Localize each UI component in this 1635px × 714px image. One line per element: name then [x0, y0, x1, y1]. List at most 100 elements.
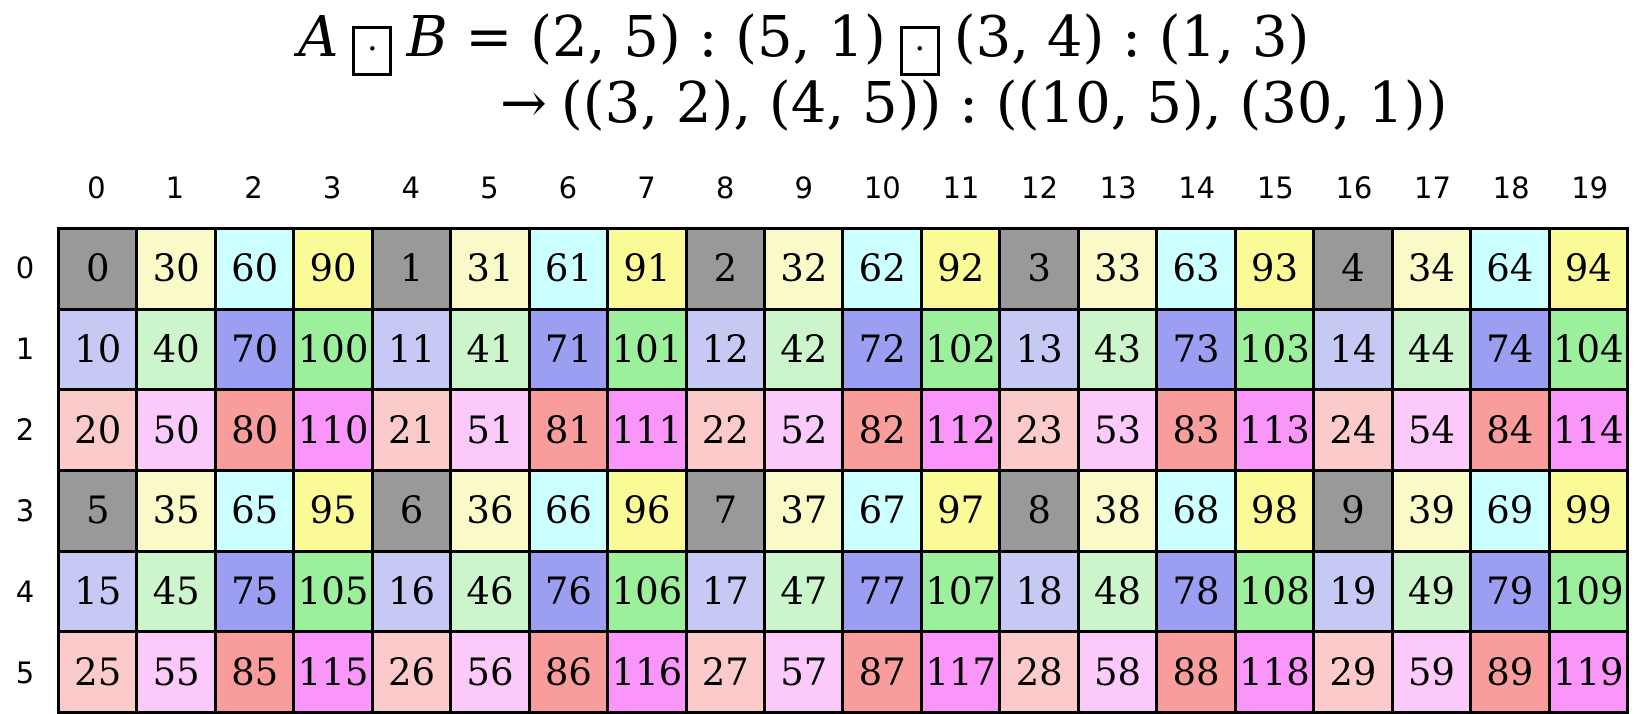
grid-cell-r0-c7: 91: [609, 230, 685, 308]
grid-cell-r4-c15: 108: [1236, 552, 1313, 631]
grid-cell-r2-c8: 22: [687, 391, 764, 469]
grid-cell-r4-c14: 78: [1158, 552, 1234, 631]
column-headers: 0 1 2 3 4 5 6 7 8 9 10 11 12 13 14 15 16 17 18 19: [57, 168, 1629, 208]
grid-cell-r3-c8: 7: [687, 471, 764, 550]
grid-cell-r3-c9: 37: [766, 471, 842, 550]
column-header-15: 15: [1256, 171, 1294, 205]
dot-glyph: ·: [367, 29, 378, 69]
grid-cell-r0-c15: 93: [1236, 230, 1313, 308]
grid-cell-r5-c16: 29: [1315, 633, 1391, 711]
grid-cell-r2-c12: 23: [1001, 391, 1077, 469]
grid-cell-r1-c10: 72: [844, 310, 920, 389]
grid-cell-r4-c12: 18: [1001, 552, 1077, 631]
column-header-17: 17: [1414, 171, 1451, 205]
grid-cell-r2-c6: 81: [530, 391, 607, 469]
grid-cell-r4-c1: 45: [138, 552, 214, 631]
grid-cell-r1-c5: 41: [452, 310, 528, 389]
grid-cell-r3-c3: 95: [295, 471, 371, 550]
boxed-dot-operator-icon: ·: [899, 26, 940, 76]
grid-cell-r5-c8: 27: [687, 633, 764, 711]
grid-cell-r1-c13: 43: [1079, 310, 1156, 389]
grid-cell-r4-c13: 48: [1079, 552, 1156, 631]
grid-cell-r2-c1: 50: [138, 391, 214, 469]
grid-cell-r1-c18: 74: [1472, 310, 1548, 389]
grid-cell-r3-c14: 68: [1158, 471, 1234, 550]
grid-cell-r2-c3: 110: [295, 391, 371, 469]
row-header-0: 0: [15, 250, 35, 285]
grid-cell-r0-c3: 90: [295, 230, 371, 308]
column-header-8: 8: [715, 171, 735, 205]
grid-cell-r1-c2: 70: [216, 310, 293, 389]
grid-cell-r2-c7: 111: [609, 391, 685, 469]
row-headers: 0 1 2 3 4 5: [0, 227, 50, 713]
grid-cell-r5-c5: 56: [452, 633, 528, 711]
row-header-1: 1: [15, 331, 35, 366]
column-header-4: 4: [401, 171, 420, 205]
grid-cell-r2-c9: 52: [766, 391, 842, 469]
grid-cell-r4-c4: 16: [373, 552, 450, 631]
right-arrow-icon: →: [500, 71, 547, 136]
grid-cell-r4-c16: 19: [1315, 552, 1391, 631]
formula-var-a: A: [298, 5, 339, 70]
column-header-18: 18: [1492, 171, 1530, 205]
grid-cell-r2-c11: 112: [922, 391, 999, 469]
boxed-dot-operator-icon: ·: [352, 26, 393, 76]
formula-line-2: → ((3, 2), (4, 5)) : ((10, 5), (30, 1)): [500, 76, 1447, 132]
grid-cell-r5-c7: 116: [609, 633, 685, 711]
grid-cell-r5-c12: 28: [1001, 633, 1077, 711]
grid-cell-r3-c17: 39: [1393, 471, 1470, 550]
grid-cell-r2-c2: 80: [216, 391, 293, 469]
formula-eq-segment: = (2, 5) : (5, 1): [465, 5, 886, 70]
grid-cell-r1-c4: 11: [373, 310, 450, 389]
grid-cell-r5-c0: 25: [60, 633, 136, 711]
column-header-2: 2: [244, 171, 263, 205]
column-header-10: 10: [863, 171, 901, 205]
grid-cell-r0-c16: 4: [1315, 230, 1391, 308]
grid-cell-r3-c18: 69: [1472, 471, 1548, 550]
grid-cell-r0-c18: 64: [1472, 230, 1548, 308]
grid-cell-r1-c3: 100: [295, 310, 371, 389]
grid-cell-r3-c5: 36: [452, 471, 528, 550]
grid-cell-r5-c10: 87: [844, 633, 920, 711]
grid-cell-r2-c5: 51: [452, 391, 528, 469]
grid-cell-r4-c19: 109: [1550, 552, 1626, 631]
grid-cell-r4-c18: 79: [1472, 552, 1548, 631]
grid-cell-r5-c6: 86: [530, 633, 607, 711]
grid-cell-r1-c16: 14: [1315, 310, 1391, 389]
memory-grid: 0 30 60 90 1 31 61 91 2 32 62 92 3 33 63 93 4 34 64 94 10 40 7…: [57, 227, 1629, 714]
grid-cell-r5-c2: 85: [216, 633, 293, 711]
grid-cell-r5-c3: 115: [295, 633, 371, 711]
column-header-7: 7: [637, 171, 656, 205]
grid-cell-r5-c15: 118: [1236, 633, 1313, 711]
column-header-14: 14: [1178, 171, 1216, 205]
grid-cell-r4-c3: 105: [295, 552, 371, 631]
row-header-5: 5: [15, 655, 35, 690]
column-header-19: 19: [1571, 171, 1609, 205]
grid-cell-r2-c18: 84: [1472, 391, 1548, 469]
column-header-3: 3: [322, 171, 342, 205]
grid-cell-r4-c8: 17: [687, 552, 764, 631]
grid-cell-r3-c2: 65: [216, 471, 293, 550]
column-header-16: 16: [1335, 171, 1373, 205]
column-header-1: 1: [165, 171, 185, 205]
column-header-13: 13: [1099, 171, 1137, 205]
grid-cell-r0-c6: 61: [530, 230, 607, 308]
grid-cell-r1-c9: 42: [766, 310, 842, 389]
column-header-5: 5: [480, 171, 499, 205]
grid-cell-r3-c6: 66: [530, 471, 607, 550]
grid-cell-r0-c8: 2: [687, 230, 764, 308]
row-header-4: 4: [15, 574, 35, 609]
grid-cell-r1-c6: 71: [530, 310, 607, 389]
grid-cell-r1-c12: 13: [1001, 310, 1077, 389]
grid-cell-r2-c14: 83: [1158, 391, 1234, 469]
grid-cell-r5-c19: 119: [1550, 633, 1626, 711]
grid-cell-r4-c6: 76: [530, 552, 607, 631]
grid-cell-r5-c14: 88: [1158, 633, 1234, 711]
grid-cell-r3-c13: 38: [1079, 471, 1156, 550]
formula-var-b: B: [406, 5, 448, 70]
grid-cell-r4-c11: 107: [922, 552, 999, 631]
grid-cell-r1-c0: 10: [60, 310, 136, 389]
grid-cell-r3-c11: 97: [922, 471, 999, 550]
grid-cell-r0-c13: 33: [1079, 230, 1156, 308]
